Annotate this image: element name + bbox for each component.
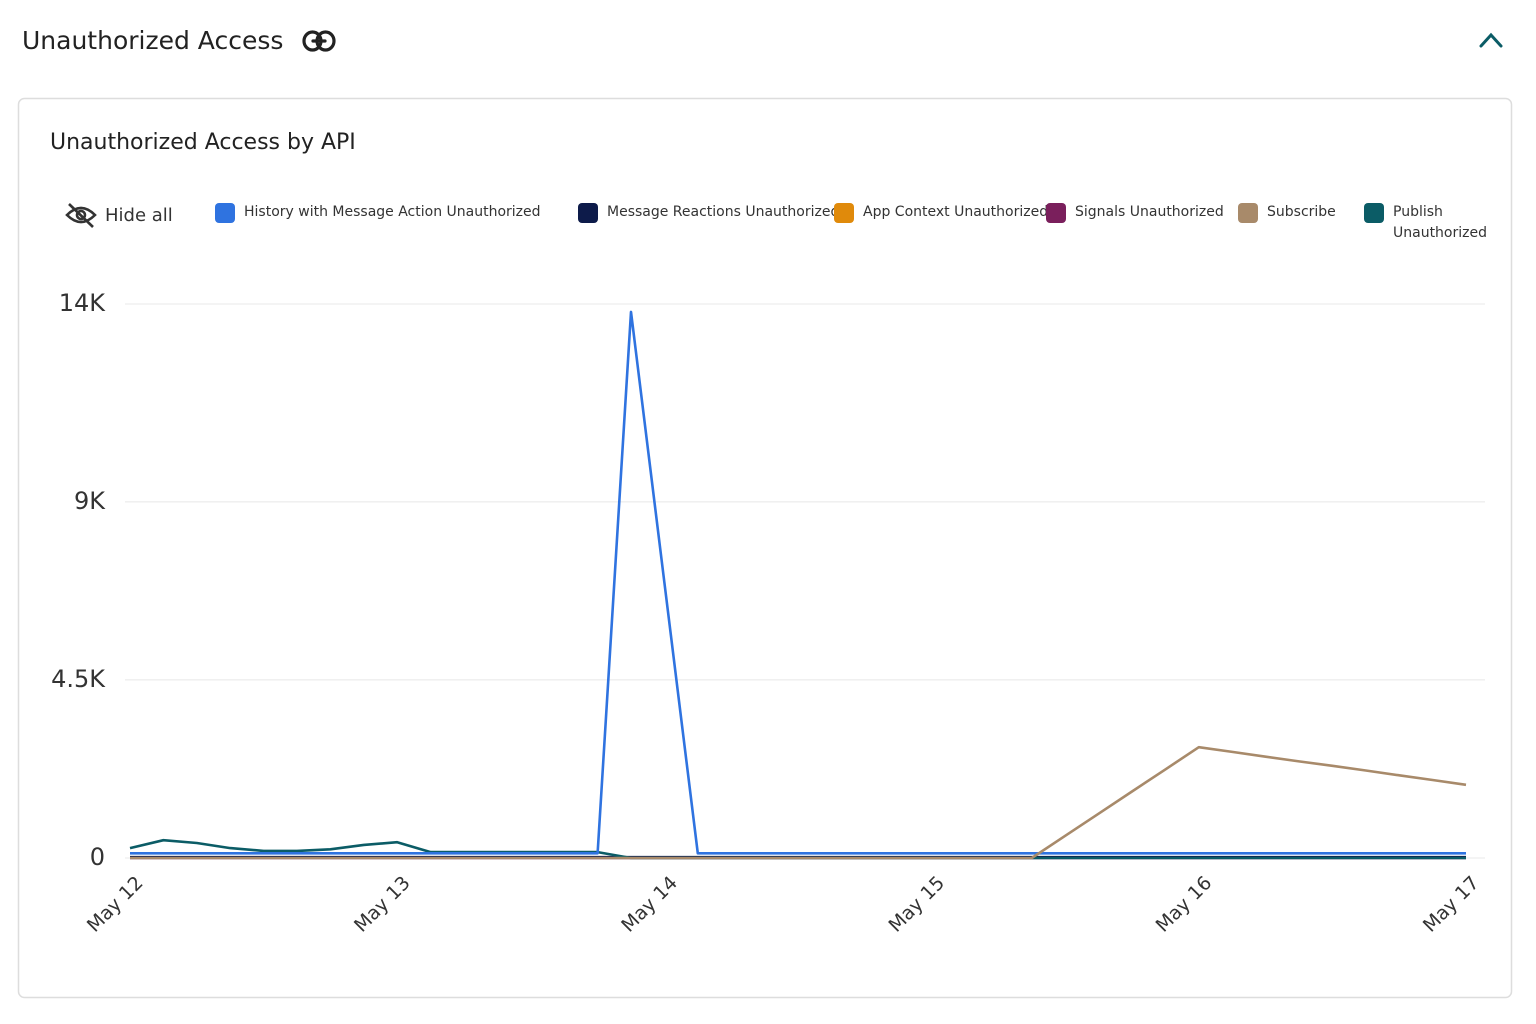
y-tick-label: 14K bbox=[59, 289, 107, 317]
legend-label: Subscribe bbox=[1267, 204, 1336, 220]
x-tick-label: May 14 bbox=[617, 872, 682, 937]
y-tick-label: 4.5K bbox=[51, 665, 106, 693]
legend-swatch bbox=[1238, 203, 1258, 223]
legend-item[interactable]: History with Message Action Unauthorized bbox=[215, 202, 541, 223]
legend-item[interactable]: App Context Unauthorized bbox=[834, 202, 1048, 223]
legend-swatch bbox=[1364, 203, 1384, 223]
link-icon[interactable] bbox=[302, 30, 336, 52]
legend-label: App Context Unauthorized bbox=[863, 204, 1049, 220]
legend-item[interactable]: Publish Unauthorized bbox=[1364, 202, 1489, 244]
chart-card bbox=[17, 97, 1513, 999]
legend-label: Message Reactions Unauthorized bbox=[607, 204, 840, 220]
legend-item[interactable]: Message Reactions Unauthorized bbox=[578, 202, 839, 223]
collapse-chevron[interactable] bbox=[1479, 32, 1503, 48]
legend-item[interactable]: Signals Unauthorized bbox=[1046, 202, 1224, 223]
x-tick-label: May 13 bbox=[350, 872, 415, 937]
legend-swatch bbox=[578, 203, 598, 223]
legend-item[interactable]: Subscribe bbox=[1238, 202, 1336, 223]
legend-swatch bbox=[215, 203, 235, 223]
x-tick-label: May 17 bbox=[1419, 872, 1484, 937]
legend-swatch bbox=[834, 203, 854, 223]
page-title: Unauthorized Access bbox=[22, 26, 283, 55]
legend-label: Signals Unauthorized bbox=[1075, 204, 1224, 220]
hide-all-icon[interactable] bbox=[65, 203, 97, 228]
chart-title: Unauthorized Access by API bbox=[50, 130, 356, 155]
x-tick-label: May 12 bbox=[83, 872, 148, 937]
x-tick-label: May 15 bbox=[884, 872, 949, 937]
x-tick-label: May 16 bbox=[1152, 872, 1217, 937]
series-line bbox=[130, 310, 1466, 855]
hide-all[interactable]: Hide all bbox=[105, 205, 173, 226]
y-tick-label: 9K bbox=[74, 487, 106, 515]
legend-label: Publish Unauthorized bbox=[1393, 204, 1487, 241]
legend-swatch bbox=[1046, 203, 1066, 223]
series-line bbox=[129, 838, 1466, 860]
legend-label: History with Message Action Unauthorized bbox=[244, 204, 541, 220]
y-tick-label: 0 bbox=[90, 843, 105, 871]
series-line bbox=[130, 745, 1467, 860]
